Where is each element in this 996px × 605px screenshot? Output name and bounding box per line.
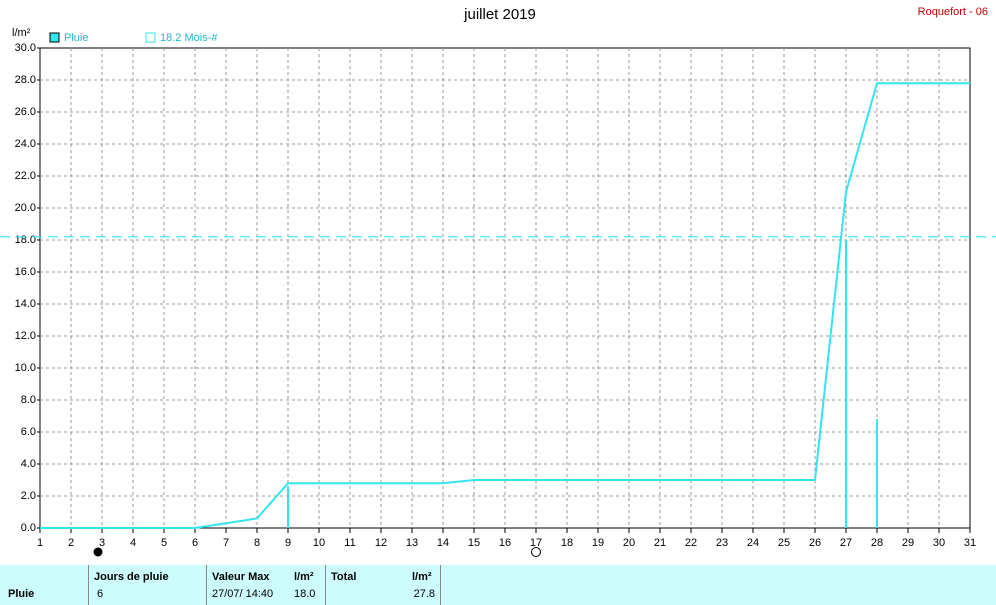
stats-table: Pluie Jours de pluie 6 Valeur Max 27/07/… bbox=[0, 565, 996, 605]
y-tick-label: 28.0 bbox=[15, 74, 36, 86]
x-tick-label: 7 bbox=[223, 537, 229, 549]
y-tick-label: 20.0 bbox=[15, 202, 36, 214]
y-tick-label: 0.0 bbox=[21, 522, 36, 534]
bar bbox=[876, 419, 878, 528]
header: Valeur Max bbox=[212, 571, 270, 583]
y-tick-label: 14.0 bbox=[15, 298, 36, 310]
separator bbox=[440, 565, 441, 605]
station-label: Roquefort - 06 bbox=[918, 6, 988, 18]
x-tick-label: 23 bbox=[716, 537, 728, 549]
bar bbox=[845, 240, 847, 528]
x-tick-label: 17 bbox=[530, 537, 542, 549]
separator bbox=[325, 565, 326, 605]
separator bbox=[206, 565, 207, 605]
x-tick-label: 14 bbox=[437, 537, 449, 549]
legend-swatch bbox=[145, 32, 156, 43]
x-tick-label: 1 bbox=[37, 537, 43, 549]
chart: juillet 2019 Roquefort - 06 l/m² 0.0 2.0 4… bbox=[0, 6, 996, 557]
x-tick-label: 18 bbox=[561, 537, 573, 549]
chart-title: juillet 2019 bbox=[463, 6, 536, 23]
x-tick-label: 6 bbox=[192, 537, 198, 549]
x-tick-label: 9 bbox=[285, 537, 291, 549]
y-tick-label: 22.0 bbox=[15, 170, 36, 182]
y-tick-label: 12.0 bbox=[15, 330, 36, 342]
cell: 18.0 bbox=[294, 588, 316, 600]
header: Jours de pluie bbox=[94, 571, 169, 583]
x-tick-label: 10 bbox=[313, 537, 325, 549]
y-tick-label: 26.0 bbox=[15, 106, 36, 118]
y-tick-label: 4.0 bbox=[21, 458, 36, 470]
x-tick-label: 24 bbox=[747, 537, 759, 549]
x-tick-label: 8 bbox=[254, 537, 260, 549]
legend-label: Pluie bbox=[64, 32, 88, 44]
x-tick-label: 19 bbox=[592, 537, 604, 549]
x-tick-label: 3 bbox=[99, 537, 105, 549]
y-tick-label: 10.0 bbox=[15, 362, 36, 374]
x-tick-label: 11 bbox=[344, 537, 355, 549]
y-tick-label: 24.0 bbox=[15, 138, 36, 150]
legend-label: 18.2 Mois-# bbox=[160, 32, 218, 44]
x-tick-label: 25 bbox=[778, 537, 790, 549]
y-tick-label: 2.0 bbox=[21, 490, 36, 502]
legend-swatch bbox=[49, 32, 60, 43]
x-tick-label: 30 bbox=[933, 537, 945, 549]
bar bbox=[287, 486, 289, 528]
x-tick-label: 12 bbox=[375, 537, 387, 549]
x-tick-label: 13 bbox=[406, 537, 418, 549]
y-axis-label: l/m² bbox=[12, 27, 31, 39]
y-tick-label: 8.0 bbox=[21, 394, 36, 406]
x-tick-label: 31 bbox=[964, 537, 976, 549]
rain-line bbox=[40, 82, 970, 529]
x-tick-label: 29 bbox=[902, 537, 914, 549]
y-tick-label: 18.0 bbox=[15, 234, 36, 246]
cell: 27/07/ 14:40 bbox=[212, 588, 274, 600]
x-tick-label: 4 bbox=[130, 537, 136, 549]
y-tick-label: 6.0 bbox=[21, 426, 36, 438]
header: l/m² bbox=[294, 571, 314, 583]
cell: 27.8 bbox=[413, 588, 435, 600]
y-tick-label: 16.0 bbox=[15, 266, 36, 278]
row-label: Pluie bbox=[8, 588, 35, 600]
x-tick-label: 26 bbox=[809, 537, 821, 549]
header: l/m² bbox=[412, 571, 432, 583]
moon-new bbox=[93, 547, 103, 557]
x-tick-label: 15 bbox=[468, 537, 480, 549]
x-tick-label: 28 bbox=[871, 537, 883, 549]
x-tick-label: 5 bbox=[161, 537, 167, 549]
cell: 6 bbox=[97, 588, 104, 600]
y-tick-label: 30.0 bbox=[15, 42, 36, 54]
x-tick-label: 20 bbox=[623, 537, 635, 549]
x-tick-label: 27 bbox=[840, 537, 852, 549]
separator bbox=[88, 565, 89, 605]
x-tick-label: 2 bbox=[68, 537, 74, 549]
x-tick-label: 16 bbox=[499, 537, 511, 549]
header: Total bbox=[331, 571, 357, 583]
x-tick-label: 21 bbox=[654, 537, 666, 549]
moon-full bbox=[531, 547, 541, 557]
x-tick-label: 22 bbox=[685, 537, 697, 549]
